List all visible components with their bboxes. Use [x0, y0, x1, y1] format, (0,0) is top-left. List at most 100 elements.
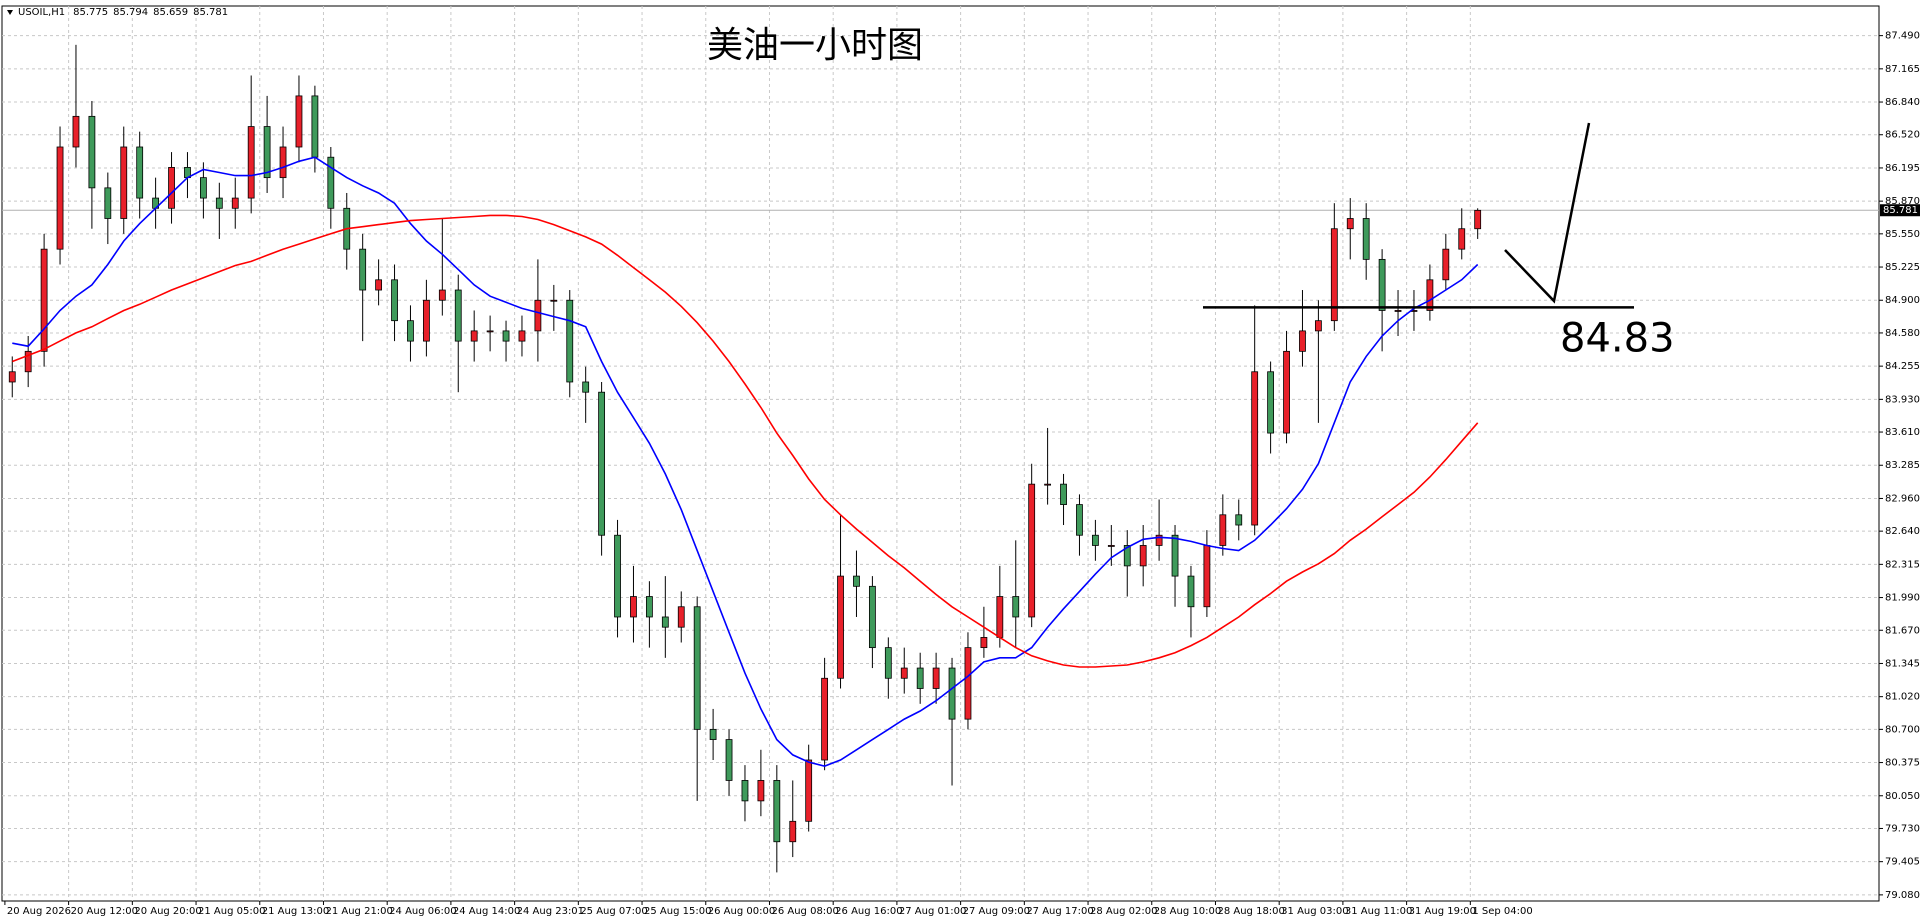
- candle-body: [661, 616, 669, 628]
- plot-frame: [1, 5, 1880, 902]
- candle-body: [263, 126, 271, 179]
- candle-body: [1235, 514, 1243, 526]
- y-tick-label: 83.610: [1885, 427, 1920, 438]
- projection-arrow: [1504, 122, 1591, 304]
- candle-body: [550, 299, 558, 302]
- candle-body: [900, 667, 908, 679]
- candle-body: [1378, 258, 1386, 311]
- candle-body: [1346, 218, 1354, 230]
- symbol: USOIL,H1: [18, 7, 65, 18]
- candle-body: [614, 534, 621, 618]
- x-tick-label: 25 Aug 15:00: [644, 906, 711, 917]
- y-tick-label: 81.990: [1885, 593, 1920, 604]
- candle-body: [168, 167, 175, 209]
- y-tick-label: 86.840: [1885, 97, 1920, 108]
- support-label: 84.83: [1560, 315, 1675, 361]
- candle-body: [996, 596, 1004, 638]
- candle-body: [932, 667, 940, 689]
- x-tick-label: 31 Aug 11:00: [1345, 906, 1412, 917]
- x-tick-label: 21 Aug 13:00: [262, 906, 329, 917]
- candle-body: [1283, 350, 1290, 434]
- candle-body: [1203, 545, 1211, 608]
- x-tick-label: 1 Sep 04:00: [1472, 906, 1532, 917]
- y-tick-label: 80.700: [1885, 724, 1920, 735]
- candle-body: [789, 820, 797, 843]
- candle-body: [630, 596, 637, 618]
- candle-body: [311, 95, 319, 158]
- y-tick-label: 80.050: [1885, 791, 1920, 802]
- candle-body: [1251, 371, 1259, 526]
- y-tick-label: 81.670: [1885, 625, 1920, 636]
- candle-body: [502, 330, 510, 342]
- y-tick-label: 82.640: [1885, 526, 1920, 537]
- candle-body: [1187, 575, 1195, 608]
- current-price-box: [1880, 204, 1920, 217]
- x-tick-label: 26 Aug 16:00: [835, 906, 902, 917]
- candle-body: [980, 637, 988, 649]
- candle-body: [1299, 330, 1306, 352]
- y-tick-label: 84.255: [1885, 361, 1920, 372]
- candle-body: [327, 156, 335, 209]
- quote-value: 85.781: [193, 7, 228, 18]
- candle-body: [1107, 545, 1115, 547]
- candle-body: [1044, 483, 1052, 486]
- candle-body: [295, 95, 303, 148]
- x-tick-label: 20 Aug 12:00: [71, 906, 138, 917]
- candle-body: [88, 115, 96, 189]
- candle-body: [741, 780, 749, 802]
- candle-body: [422, 299, 430, 342]
- candle-body: [1330, 228, 1338, 322]
- y-tick-label: 79.730: [1885, 823, 1920, 834]
- x-tick-label: 31 Aug 03:00: [1281, 906, 1348, 917]
- candle-body: [518, 330, 526, 342]
- candle-body: [56, 146, 64, 250]
- candle-body: [534, 299, 542, 332]
- candle-body: [837, 575, 844, 679]
- candle-body: [948, 667, 956, 720]
- candle-body: [1012, 596, 1020, 618]
- candle-body: [1028, 483, 1036, 618]
- marks: [8, 44, 1482, 873]
- x-tick-label: 20 Aug 20:00: [134, 906, 201, 917]
- candle-body: [438, 289, 446, 301]
- candle-body: [598, 391, 606, 536]
- candle-body: [470, 330, 478, 342]
- current-price-label: 85.781: [1883, 205, 1918, 216]
- y-tick-label: 82.315: [1885, 559, 1920, 570]
- y-tick-label: 84.900: [1885, 295, 1920, 306]
- x-tick-label: 24 Aug 14:00: [453, 906, 520, 917]
- x-tick-label: 20 Aug 2026: [7, 906, 71, 917]
- candle-body: [72, 115, 80, 148]
- y-tick-label: 81.020: [1885, 692, 1920, 703]
- y-tick-label: 81.345: [1885, 658, 1920, 669]
- candle-body: [454, 289, 462, 342]
- candle-body: [1267, 371, 1275, 434]
- quote-value: 85.659: [153, 7, 188, 18]
- candle-body: [279, 146, 287, 179]
- candle-body: [1123, 545, 1131, 567]
- candle-body: [231, 197, 239, 209]
- candle-body: [1139, 545, 1147, 567]
- x-tick-label: 31 Aug 19:00: [1409, 906, 1476, 917]
- chart-title: 美油一小时图: [707, 25, 923, 66]
- x-tick-label: 28 Aug 18:00: [1217, 906, 1284, 917]
- candle-body: [1060, 483, 1067, 505]
- candle-body: [725, 739, 733, 781]
- x-tick-label: 28 Aug 10:00: [1154, 906, 1221, 917]
- candle-body: [40, 248, 48, 352]
- y-tick-label: 85.870: [1885, 196, 1920, 207]
- candle-body: [1091, 534, 1099, 546]
- candle-body: [486, 330, 494, 333]
- x-tick-label: 27 Aug 01:00: [899, 906, 966, 917]
- candle-body: [1314, 320, 1322, 332]
- x-tick-label: 25 Aug 07:00: [580, 906, 647, 917]
- candle-body: [709, 728, 717, 740]
- menu-icon[interactable]: [7, 10, 13, 15]
- candle-body: [391, 279, 398, 322]
- y-tick-label: 79.080: [1885, 890, 1920, 901]
- x-tick-label: 24 Aug 23:01: [517, 906, 584, 917]
- moving-average: [12, 214, 1479, 668]
- candle-body: [407, 320, 414, 342]
- candle-body: [247, 126, 255, 199]
